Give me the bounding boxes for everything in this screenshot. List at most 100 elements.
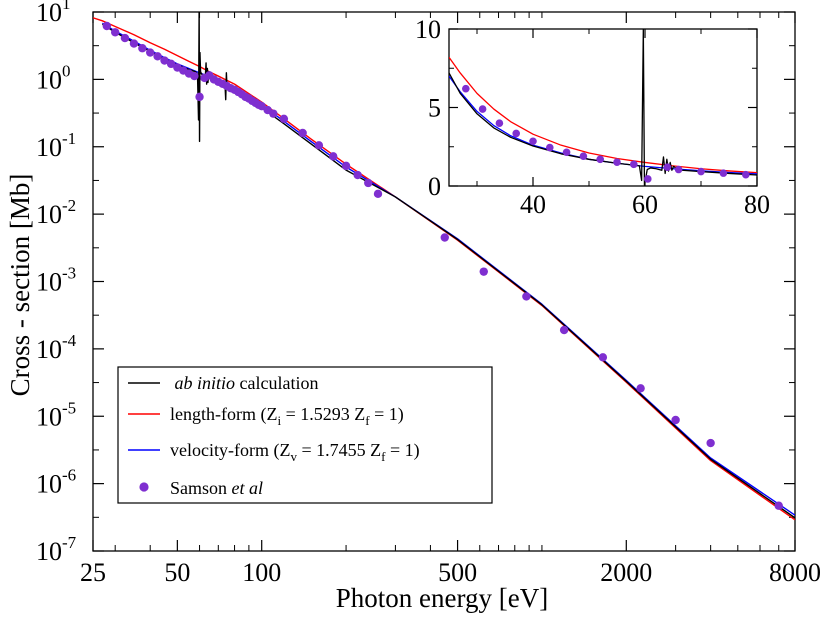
samson-point bbox=[146, 48, 155, 57]
legend-text-pre: velocity-form (Z bbox=[170, 440, 290, 461]
y-tick-exponent: -4 bbox=[62, 331, 77, 350]
samson-point bbox=[298, 128, 307, 138]
inset-samson-point bbox=[478, 105, 487, 113]
y-tick-base: 10 bbox=[36, 65, 62, 94]
samson-point bbox=[598, 353, 608, 362]
inset-samson-point bbox=[596, 155, 604, 164]
inset-samson-point bbox=[495, 119, 504, 127]
samson-point bbox=[195, 92, 204, 102]
samson-point bbox=[364, 178, 373, 188]
y-tick-label: 10-3 bbox=[36, 264, 76, 297]
x-tick-label: 2000 bbox=[600, 558, 652, 587]
legend-text-end: = 1) bbox=[370, 404, 404, 425]
y-tick-exponent: 1 bbox=[62, 0, 71, 13]
inset-x-tick-label: 40 bbox=[520, 190, 546, 219]
y-tick-base: 10 bbox=[36, 335, 62, 364]
y-tick-label: 10-7 bbox=[36, 533, 77, 566]
legend-box bbox=[117, 366, 493, 504]
legend-entry-3: velocity-form (Zv = 1.7455 Zf = 1) bbox=[170, 440, 420, 464]
samson-point bbox=[166, 59, 176, 69]
y-tick-exponent: -2 bbox=[62, 196, 76, 215]
samson-point bbox=[522, 292, 531, 301]
series-line-ab-initio-calculation bbox=[101, 12, 795, 519]
samson-point bbox=[257, 101, 266, 111]
samson-point bbox=[353, 170, 362, 180]
y-tick-label: 10-2 bbox=[36, 196, 76, 229]
samson-point bbox=[559, 325, 569, 335]
samson-point bbox=[671, 415, 680, 425]
legend-entry-2: length-form (Zi = 1.5293 Zf = 1) bbox=[170, 404, 404, 428]
y-tick-label: 10-5 bbox=[36, 398, 76, 431]
legend-subscript: f bbox=[365, 413, 370, 428]
y-tick-label: 100 bbox=[36, 61, 71, 94]
inset-samson-point bbox=[663, 163, 672, 171]
y-tick-label: 101 bbox=[36, 0, 71, 27]
y-tick-exponent: -7 bbox=[62, 533, 77, 552]
y-tick-base: 10 bbox=[36, 0, 62, 27]
legend-text-italic: et al bbox=[232, 478, 264, 498]
inset-samson-point bbox=[697, 167, 705, 176]
samson-point bbox=[110, 28, 120, 37]
inset-samson-point bbox=[529, 137, 537, 146]
y-axis-label: Cross - section [Mb] bbox=[5, 174, 35, 397]
y-tick-label: 10-1 bbox=[36, 129, 76, 162]
main-series-group bbox=[93, 12, 795, 521]
x-tick-label: 100 bbox=[242, 558, 281, 587]
y-tick-exponent: -6 bbox=[62, 466, 76, 485]
legend-text-pre: length-form (Z bbox=[170, 404, 277, 425]
samson-point bbox=[341, 161, 351, 171]
legend: ab initio calculation length-form (Zi = 1… bbox=[117, 366, 493, 504]
x-tick-label: 500 bbox=[438, 558, 477, 587]
x-axis-label: Photon energy [eV] bbox=[336, 583, 548, 613]
x-tick-label: 50 bbox=[164, 558, 190, 587]
legend-text-mid: = 1.7455 Z bbox=[297, 440, 381, 460]
inset-y-tick-label: 5 bbox=[428, 94, 441, 123]
y-tick-label: 10-4 bbox=[36, 331, 77, 364]
y-tick-exponent: 0 bbox=[62, 61, 71, 80]
samson-point bbox=[479, 267, 488, 276]
samson-point bbox=[160, 56, 169, 65]
legend-text-mid: = 1.5293 Z bbox=[281, 404, 365, 424]
inset-frame bbox=[448, 28, 758, 187]
inset-x-tick-label: 60 bbox=[632, 190, 658, 219]
legend-text-end: = 1) bbox=[385, 440, 419, 461]
inset-series-line-length-form bbox=[449, 56, 757, 174]
inset-y-tick-label: 10 bbox=[415, 15, 441, 44]
samson-point bbox=[279, 114, 289, 123]
samson-point bbox=[706, 438, 715, 448]
samson-point bbox=[102, 21, 111, 31]
y-tick-base: 10 bbox=[36, 268, 62, 297]
samson-point bbox=[269, 109, 278, 118]
samson-point bbox=[440, 233, 449, 242]
y-tick-label: 10-6 bbox=[36, 466, 76, 499]
legend-text-pre: Samson bbox=[170, 478, 232, 498]
samson-point bbox=[129, 39, 139, 48]
legend-entry-4: Samson et al bbox=[170, 478, 263, 498]
legend-text-post: calculation bbox=[235, 373, 318, 393]
inset-samson-point bbox=[719, 169, 728, 177]
inset-samson-point bbox=[512, 129, 520, 138]
legend-subscript: f bbox=[381, 449, 386, 464]
y-tick-base: 10 bbox=[36, 200, 62, 229]
inset-samson-point bbox=[579, 152, 588, 160]
x-tick-label: 25 bbox=[80, 558, 106, 587]
y-tick-base: 10 bbox=[36, 133, 62, 162]
samson-point bbox=[329, 152, 338, 161]
inset-samson-point bbox=[546, 143, 554, 152]
inset-samson-point bbox=[630, 160, 638, 169]
inset-series-line-ab-initio-calculation bbox=[449, 29, 757, 186]
samson-point bbox=[153, 52, 162, 61]
legend-text-italic: ab initio bbox=[175, 373, 236, 393]
y-tick-exponent: -5 bbox=[62, 398, 76, 417]
legend-subscript: v bbox=[290, 449, 297, 464]
inset-samson-point bbox=[562, 148, 571, 157]
samson-point bbox=[120, 33, 130, 43]
legend-swatch-marker bbox=[139, 482, 149, 492]
inset-x-tick-label: 80 bbox=[744, 190, 770, 219]
samson-point bbox=[636, 384, 645, 393]
samson-point bbox=[373, 189, 383, 199]
samson-point bbox=[314, 141, 324, 150]
y-tick-exponent: -3 bbox=[62, 264, 76, 283]
